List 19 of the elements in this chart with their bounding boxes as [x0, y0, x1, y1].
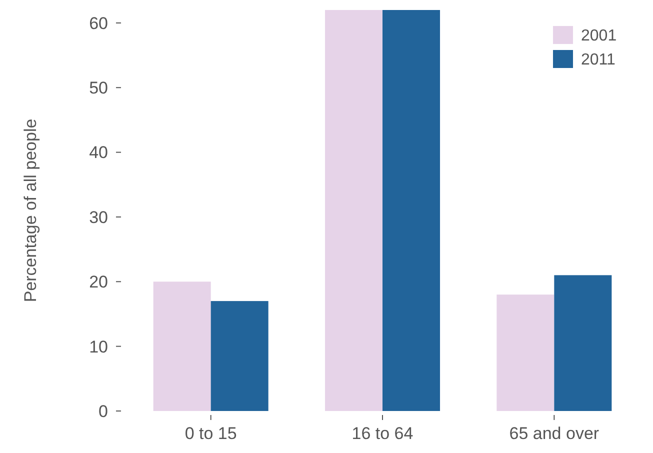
- x-tick-label: 16 to 64: [352, 424, 414, 443]
- y-tick-label: 10: [89, 337, 108, 356]
- y-tick-label: 60: [89, 14, 108, 33]
- y-tick-label: 40: [89, 143, 108, 162]
- bar: [324, 10, 382, 411]
- y-tick-label: 30: [89, 208, 108, 227]
- y-axis-title: Percentage of all people: [21, 118, 40, 302]
- x-tick-label: 0 to 15: [184, 424, 237, 443]
- bar: [554, 275, 612, 411]
- legend-label: 2001: [581, 28, 617, 45]
- bar: [153, 282, 211, 411]
- bar: [382, 10, 440, 411]
- bar: [496, 294, 554, 411]
- y-tick-label: 50: [89, 78, 108, 98]
- bar: [210, 301, 268, 411]
- y-tick-label: 0: [98, 402, 108, 421]
- x-tick-label: 65 and over: [509, 424, 600, 443]
- legend-label: 2011: [581, 52, 616, 69]
- y-tick-label: 20: [89, 272, 108, 292]
